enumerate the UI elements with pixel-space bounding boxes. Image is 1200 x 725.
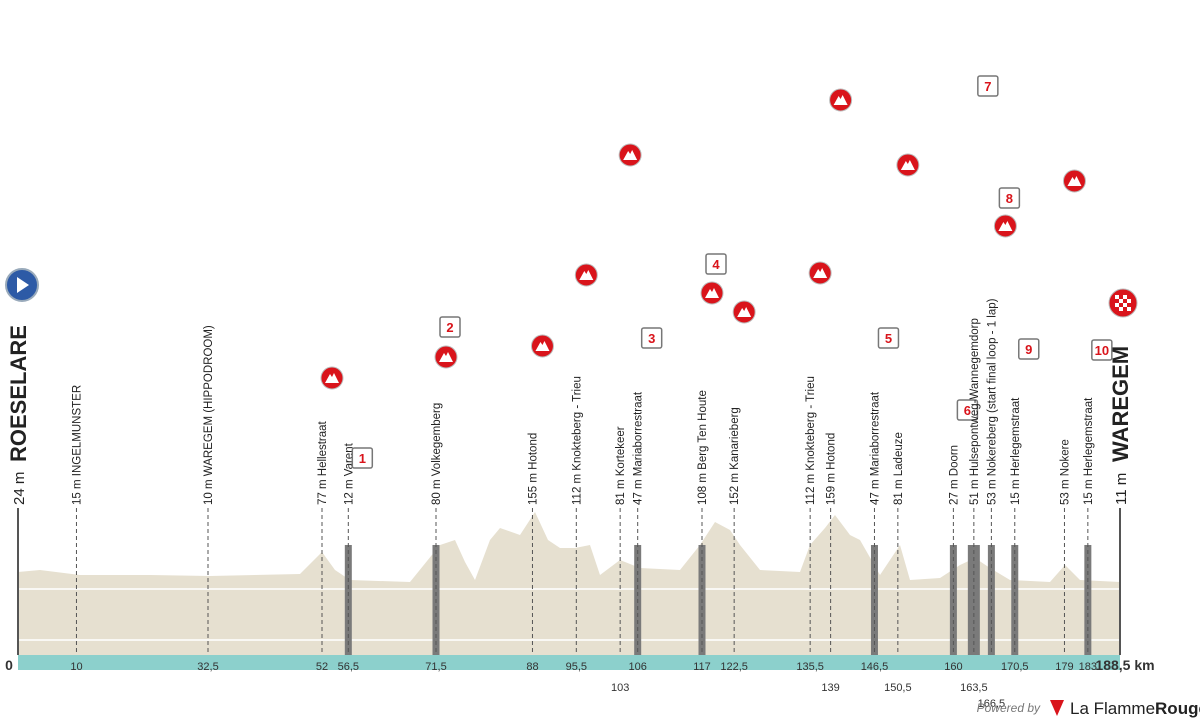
powered-by: Powered by <box>977 701 1041 715</box>
km-label: 103 <box>611 682 629 694</box>
waypoint-label: 47 m Mariaborrestraat <box>633 391 645 505</box>
waypoint-label: 159 m Hotond <box>826 433 838 505</box>
finish-name: WAREGEM <box>1108 346 1133 462</box>
sector-number: 8 <box>1006 191 1013 206</box>
waypoint-label: 53 m Nokere <box>1059 439 1071 505</box>
km-label: 95,5 <box>566 661 587 673</box>
finish-icon-check <box>1123 295 1127 299</box>
sector-number: 7 <box>984 79 991 94</box>
waypoint-label: 112 m Knokteberg - Trieu <box>805 376 817 505</box>
km-label: 122,5 <box>720 661 748 673</box>
sector-number: 4 <box>712 257 720 272</box>
km-label: 179 <box>1055 661 1073 673</box>
sector-icon <box>998 187 1021 209</box>
start-name: ROESELARE <box>6 325 31 462</box>
km-label: 0 <box>5 657 13 673</box>
start-altitude: 24 m <box>11 472 28 505</box>
km-label: 150,5 <box>884 682 912 694</box>
sector-number: 9 <box>1025 342 1032 357</box>
waypoint-label: 47 m Mariaborrestraat <box>869 391 881 505</box>
waypoint-label: 15 m INGELMUNSTER <box>71 385 83 505</box>
km-label: 139 <box>821 682 839 694</box>
waypoint-label: 108 m Berg Ten Houte <box>697 390 709 505</box>
km-label: 135,5 <box>796 661 824 673</box>
km-bar <box>18 655 1120 670</box>
km-label: 188,5 km <box>1095 657 1154 673</box>
sector-icon <box>351 447 374 469</box>
finish-icon-check <box>1123 303 1127 307</box>
waypoint-label: 77 m Hellestraat <box>317 420 329 505</box>
waypoint-label: 15 m Herlegemstraat <box>1010 397 1022 505</box>
climb-icon-glyph <box>439 352 453 362</box>
km-label: 163,5 <box>960 682 988 694</box>
finish-icon-check <box>1115 295 1119 299</box>
sector-icon <box>877 327 900 349</box>
waypoint-label: 81 m Kortekeer <box>615 426 627 505</box>
waypoint-label: 53 m Nokereberg (start final loop - 1 la… <box>986 298 998 505</box>
sector-icon <box>439 316 461 338</box>
elevation-profile <box>18 512 1120 655</box>
sector-number: 2 <box>446 320 453 335</box>
waypoint-label: 81 m Ladeuze <box>893 432 905 505</box>
climb-icon-glyph <box>535 341 550 351</box>
finish-icon-check <box>1115 303 1119 307</box>
sector-number: 5 <box>885 331 892 346</box>
waypoint-label: 15 m Herlegemstraat <box>1083 397 1095 505</box>
waypoint-label: 112 m Knokteberg - Trieu <box>571 376 583 505</box>
km-label: 166,5 <box>978 698 1006 710</box>
km-label: 10 <box>70 661 82 673</box>
climb-icon-glyph <box>325 373 339 383</box>
finish-icon-check <box>1119 307 1123 311</box>
finish-altitude: 11 m <box>1113 473 1130 505</box>
sector-icon <box>977 75 999 97</box>
waypoint-label: 51 m Hulsepontweg-Wannegemdorp <box>969 318 981 505</box>
km-label: 106 <box>629 661 647 673</box>
sector-icon <box>1018 338 1040 360</box>
km-label: 160 <box>944 661 962 673</box>
waypoint-label: 152 m Kanarieberg <box>729 407 741 505</box>
km-label: 183 <box>1079 661 1097 673</box>
climb-icon-glyph <box>998 221 1013 231</box>
km-label: 146,5 <box>861 661 889 673</box>
brand-logo <box>1050 700 1064 716</box>
climb-icon-glyph <box>833 95 848 105</box>
km-label: 117 <box>693 661 711 673</box>
waypoint-label: 10 m WAREGEM (HIPPODROOM) <box>203 325 215 505</box>
km-label: 52 <box>316 661 328 673</box>
waypoint-label: 27 m Doorn <box>948 445 960 505</box>
finish-icon-check <box>1119 299 1123 303</box>
km-label: 88 <box>526 661 538 673</box>
sector-number: 1 <box>359 451 366 466</box>
brand: La FlammeRouge <box>1070 699 1200 718</box>
climb-icon-glyph <box>737 307 752 317</box>
sector-number: 10 <box>1095 343 1109 358</box>
waypoint-label: 155 m Hotond <box>527 433 539 505</box>
brand-a: La Flamme <box>1070 699 1155 718</box>
finish-icon-check <box>1127 307 1131 311</box>
climb-icon-glyph <box>623 150 638 160</box>
sector-icon <box>956 399 979 421</box>
brand-b: Rouge <box>1155 699 1200 718</box>
sector-number: 3 <box>648 331 655 346</box>
climb-icon-glyph <box>813 268 828 278</box>
start-icon-glyph <box>17 277 29 293</box>
sector-icon <box>705 253 727 275</box>
sector-icon <box>1091 339 1113 361</box>
climb-icon-glyph <box>705 288 719 298</box>
sector-number: 6 <box>964 403 971 418</box>
km-label: 32,5 <box>197 661 218 673</box>
km-label: 170,5 <box>1001 661 1029 673</box>
waypoint-label: 80 m Volkegemberg <box>431 403 443 505</box>
finish-icon-check <box>1127 299 1131 303</box>
climb-icon-glyph <box>900 160 915 170</box>
sector-icon <box>640 327 663 349</box>
km-label: 56,5 <box>338 661 359 673</box>
km-label: 71,5 <box>425 661 446 673</box>
climb-icon-glyph <box>1067 176 1082 186</box>
climb-icon-glyph <box>579 270 594 280</box>
